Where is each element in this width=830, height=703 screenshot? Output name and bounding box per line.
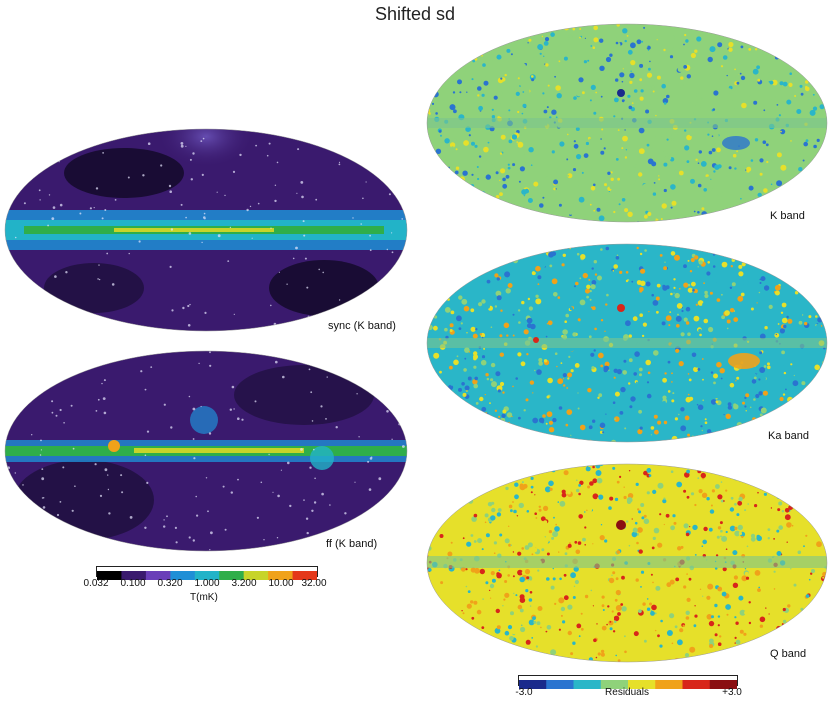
tick-label: 0.100 bbox=[120, 578, 146, 589]
sync-k-band-map bbox=[4, 128, 408, 332]
tick-label: 3.200 bbox=[231, 578, 257, 589]
k-band-residual-map bbox=[426, 23, 828, 223]
temperature-colorbar-ticks: 0.032 0.100 0.320 1.000 3.200 10.00 32.0… bbox=[83, 578, 326, 592]
sync-k-band-label: sync (K band) bbox=[328, 320, 396, 332]
temperature-colorbar-label: T(mK) bbox=[190, 592, 218, 603]
tick-label: 0.032 bbox=[83, 578, 109, 589]
tick-label: 1.000 bbox=[194, 578, 220, 589]
q-band-residual-map bbox=[426, 463, 828, 663]
temperature-colorbar bbox=[96, 566, 318, 580]
figure-title: Shifted sd bbox=[374, 4, 456, 24]
q-band-label: Q band bbox=[770, 648, 807, 660]
ff-k-band-label: ff (K band) bbox=[326, 538, 378, 550]
ka-band-residual-map bbox=[426, 243, 828, 443]
residual-colorbar-title: Residuals bbox=[605, 687, 649, 698]
ff-k-band-map bbox=[4, 350, 408, 552]
k-band-label: K band bbox=[770, 210, 805, 222]
tick-label: 10.00 bbox=[268, 578, 294, 589]
tick-label: 0.320 bbox=[157, 578, 183, 589]
residual-min-label: -3.0 bbox=[515, 687, 533, 698]
ka-band-label: Ka band bbox=[768, 430, 809, 442]
residual-colorbar-labels: -3.0 Residuals +3.0 bbox=[515, 687, 746, 701]
residual-colorbar bbox=[518, 675, 738, 689]
residual-max-label: +3.0 bbox=[722, 687, 742, 698]
tick-label: 32.00 bbox=[301, 578, 327, 589]
